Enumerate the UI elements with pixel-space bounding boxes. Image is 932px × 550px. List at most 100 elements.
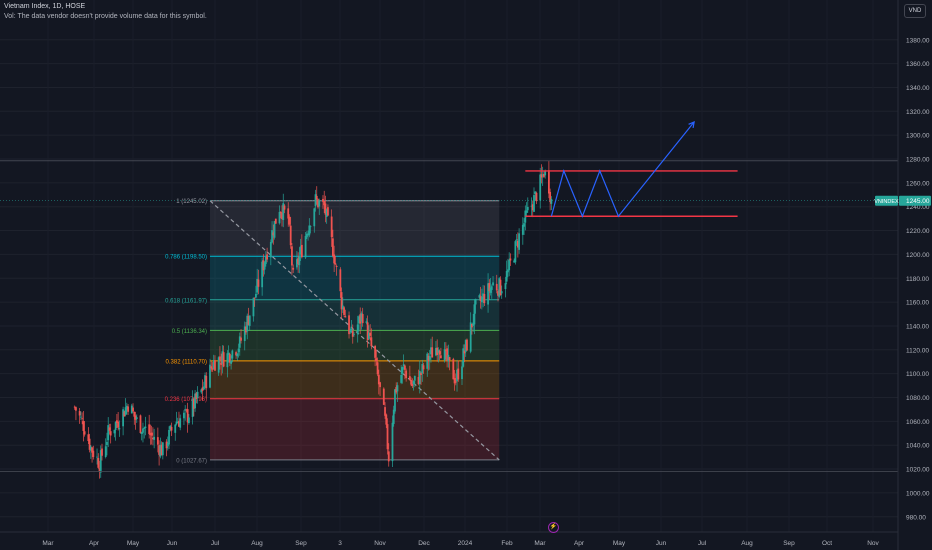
currency-button[interactable]: VND <box>904 4 926 18</box>
candle-body <box>226 353 229 368</box>
candle-body <box>133 411 136 417</box>
symbol-tag-label: VNINDEX <box>874 199 899 205</box>
candle-body <box>96 456 98 458</box>
candle-body <box>82 421 85 431</box>
candle-body <box>430 347 432 355</box>
x-tick-label: Nov <box>867 540 879 547</box>
candle-body <box>305 233 308 238</box>
candle-body <box>514 241 517 263</box>
lightning-icon[interactable]: ⚡ <box>548 522 559 533</box>
candle-body <box>271 230 273 243</box>
candle-body <box>151 437 154 440</box>
candle-body <box>504 283 507 290</box>
fib-level-label: 0 (1027.67) <box>176 458 207 464</box>
candle-body <box>375 358 378 362</box>
candle-body <box>186 409 189 423</box>
candle-body <box>488 283 491 292</box>
candle-body <box>108 427 111 431</box>
candle-body <box>523 223 525 227</box>
candle-body <box>438 351 441 355</box>
candle-body <box>282 203 285 221</box>
candle-body <box>509 258 512 261</box>
price-axis[interactable]: 1380.00 1360.00 1340.00 1320.00 1300.00 1280.… <box>874 0 931 550</box>
symbol-title[interactable]: Vietnam Index, 1D, HOSE <box>4 3 86 10</box>
candle-body <box>91 447 93 453</box>
y-tick-label: 1060.00 <box>906 419 930 426</box>
candle-body <box>238 336 241 348</box>
candle-body <box>456 369 458 382</box>
candle-body <box>248 315 251 326</box>
candle-body <box>325 209 328 217</box>
candle-body <box>89 446 92 451</box>
x-tick-label: Apr <box>574 540 585 547</box>
candle-body <box>360 313 363 322</box>
time-axis[interactable]: Mar Apr May Jun Jul Aug Sep 3 Nov Dec 2024 Feb Mar Ap… <box>0 531 898 547</box>
candle-body <box>469 322 472 352</box>
candle-body <box>530 205 533 207</box>
candle-body <box>461 366 463 380</box>
candle-body <box>235 352 237 356</box>
candle-body <box>472 322 475 326</box>
candle-body <box>201 387 204 391</box>
x-tick-label: Jun <box>656 540 667 547</box>
grid-lines <box>0 39 898 518</box>
candle-body <box>143 427 146 429</box>
candle-body <box>478 295 481 298</box>
candle-body <box>473 304 476 325</box>
fib-trend-line <box>209 200 500 461</box>
candle-body <box>348 315 350 335</box>
candle-body <box>323 200 326 206</box>
candle-body <box>331 238 334 257</box>
candle-body <box>497 291 499 296</box>
candle-body <box>405 370 408 379</box>
candle-body <box>153 436 156 440</box>
trend-drawings[interactable] <box>0 121 898 472</box>
candle-body <box>394 389 396 412</box>
fib-level-label: 0.618 (1161.97) <box>165 298 207 304</box>
candle-body <box>443 349 446 361</box>
candle-body <box>165 441 168 449</box>
candle-body <box>314 194 317 207</box>
candle-body <box>318 200 321 207</box>
candle-body <box>317 199 319 208</box>
candle-body <box>403 365 406 370</box>
candle-body <box>212 360 215 369</box>
x-tick-label: Nov <box>374 540 386 547</box>
fib-level-label: 0.5 (1136.34) <box>172 329 207 335</box>
candle-body <box>356 324 359 335</box>
x-tick-label: Dec <box>418 540 430 547</box>
candle-body <box>513 260 516 263</box>
x-tick-label: May <box>127 540 140 547</box>
candle-body <box>526 206 529 211</box>
candle-body <box>402 364 405 367</box>
candle-body <box>200 389 203 393</box>
x-tick-label: Sep <box>295 540 307 547</box>
candle-body <box>135 417 138 420</box>
y-tick-label: 1160.00 <box>906 300 929 307</box>
candle-body <box>541 174 544 176</box>
candle-body <box>122 409 125 427</box>
x-tick-label: Jul <box>698 540 707 547</box>
y-tick-label: 1120.00 <box>906 347 929 354</box>
y-tick-label: 1000.00 <box>906 490 930 497</box>
candle-body <box>518 233 521 250</box>
candle-body <box>123 411 126 417</box>
y-tick-label: 1020.00 <box>906 467 930 474</box>
candle-body <box>83 431 86 435</box>
candle-body <box>113 429 116 434</box>
x-tick-label: May <box>613 540 626 547</box>
candle-body <box>343 307 345 315</box>
candle-body <box>117 421 120 428</box>
candle-body <box>366 322 369 340</box>
candle-body <box>187 417 190 424</box>
x-tick-label: Aug <box>251 540 263 547</box>
y-tick-label: 1280.00 <box>906 157 930 164</box>
y-tick-label: 1180.00 <box>906 276 929 283</box>
candle-body <box>246 315 249 332</box>
candle-body <box>142 428 144 433</box>
last-price-label: 1245.00 <box>906 198 930 205</box>
candle-body <box>104 446 107 457</box>
candle-body <box>150 432 153 436</box>
candle-body <box>252 297 255 317</box>
